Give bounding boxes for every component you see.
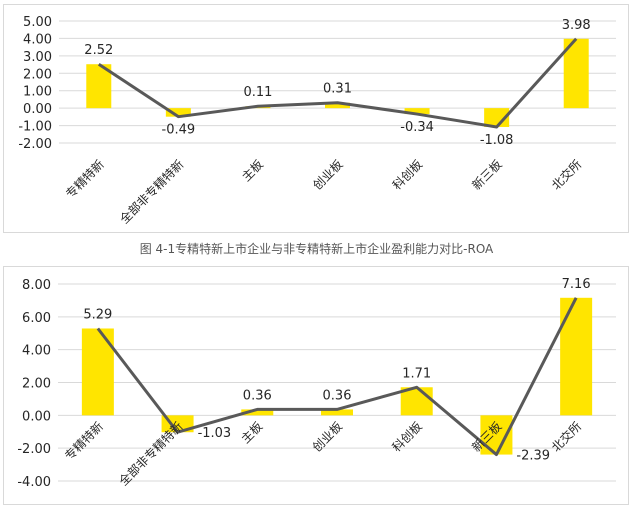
- y-tick-label: 5.00: [23, 15, 52, 30]
- data-label: 3.98: [562, 18, 591, 33]
- x-category-label: 创业板: [310, 157, 345, 192]
- y-tick-label: 3.00: [23, 50, 52, 65]
- data-label: 0.36: [243, 388, 272, 403]
- data-label: 2.52: [84, 43, 113, 58]
- y-tick-label: 6.00: [22, 311, 51, 326]
- bar: [400, 387, 433, 416]
- y-tick-label: -2.00: [18, 137, 52, 152]
- series-line: [96, 297, 578, 457]
- data-label: -2.39: [516, 449, 550, 464]
- bar: [404, 108, 430, 115]
- data-label: -0.49: [162, 123, 196, 138]
- y-tick-label: 2.00: [22, 377, 51, 392]
- y-tick-label: 0.00: [23, 102, 52, 117]
- bar: [563, 38, 589, 109]
- x-category-label: 创业板: [310, 419, 345, 454]
- data-label: 0.36: [323, 388, 352, 403]
- x-category-label: 科创板: [389, 419, 424, 454]
- chart-1-svg: 5.00 4.00 3.00 2.00 1.00 0.00 -1.00 -2.00 2.52 -0…: [18, 15, 616, 227]
- y-tick-label: 8.00: [22, 278, 51, 293]
- bar: [241, 409, 274, 416]
- data-label: -1.03: [198, 426, 232, 441]
- data-label: 5.29: [83, 307, 112, 322]
- y-tick-label: -4.00: [17, 475, 51, 490]
- x-category-label: 北交所: [548, 157, 584, 193]
- data-label: -0.34: [400, 120, 434, 135]
- y-tick-label: -1.00: [18, 120, 52, 135]
- data-label: 0.31: [323, 82, 352, 97]
- y-tick-label: -2.00: [17, 442, 51, 457]
- data-label: 0.11: [243, 85, 272, 100]
- series-line: [97, 37, 578, 129]
- chart-roa-top: 5.00 4.00 3.00 2.00 1.00 0.00 -1.00 -2.00 2.52 -0…: [3, 4, 629, 233]
- bar: [321, 409, 353, 416]
- bar: [86, 64, 112, 109]
- bar: [560, 297, 593, 416]
- y-tick-label: 4.00: [23, 32, 52, 47]
- y-tick-label: 4.00: [22, 344, 51, 359]
- y-tick-label: 1.00: [23, 85, 52, 100]
- data-label: 7.16: [562, 277, 591, 292]
- x-category-label: 专精特新: [62, 157, 107, 202]
- data-label: -1.08: [480, 133, 514, 148]
- x-category-label: 全部非专精特新: [116, 157, 186, 227]
- y-tick-label: 2.00: [23, 67, 52, 82]
- figure-caption: 图 4-1专精特新上市企业与非专精特新上市企业盈利能力对比-ROA: [139, 242, 494, 256]
- x-category-label: 新三板: [469, 157, 505, 193]
- chart-2-svg: 8.00 6.00 4.00 2.00 0.00 -2.00 -4.00 5.29 -1.03 0…: [17, 277, 616, 490]
- x-category-label: 全部非专精特新: [116, 419, 186, 489]
- x-category-label: 科创板: [390, 157, 425, 192]
- x-category-label: 主板: [239, 157, 266, 184]
- data-label: 1.71: [402, 366, 431, 381]
- chart-roe-bottom: 8.00 6.00 4.00 2.00 0.00 -2.00 -4.00 5.29 -1.03 0…: [3, 266, 629, 505]
- bar: [325, 102, 350, 109]
- x-category-label: 北交所: [548, 419, 584, 455]
- y-tick-label: 0.00: [22, 409, 51, 424]
- x-category-label: 专精特新: [61, 419, 106, 464]
- bar: [165, 108, 191, 117]
- x-category-label: 主板: [239, 419, 266, 446]
